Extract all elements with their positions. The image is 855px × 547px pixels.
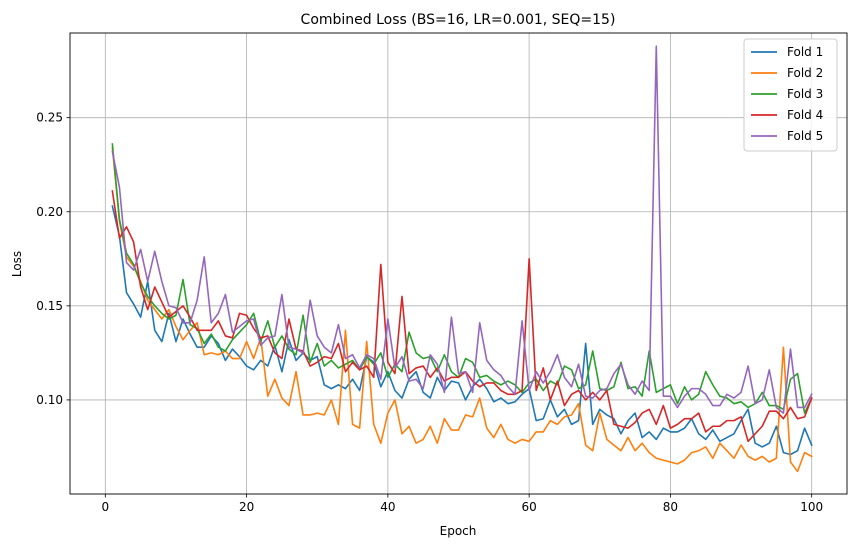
y-axis-label: Loss [10,251,24,277]
series-line-fold-2 [111,146,813,473]
x-tick-label: 20 [239,500,254,514]
legend-label: Fold 4 [787,108,823,122]
legend-label: Fold 2 [787,66,823,80]
x-tick-label: 0 [101,500,109,514]
x-tick-label: 100 [800,500,823,514]
axis-ticks: 0 20 40 60 80 100 0.10 0.15 0.20 0.25 [36,111,823,514]
legend-label: Fold 1 [787,45,823,59]
x-tick-label: 80 [663,500,678,514]
x-tick-label: 60 [521,500,536,514]
x-tick-label: 40 [380,500,395,514]
y-tick-label: 0.15 [36,299,63,313]
x-axis-label: Epoch [440,524,477,538]
series-line-fold-3 [111,143,813,414]
plot-frame [69,32,848,495]
series-line-fold-4 [111,190,813,443]
y-tick-label: 0.10 [36,393,63,407]
y-tick-label: 0.20 [36,205,63,219]
series-lines [111,45,813,473]
series-line-fold-5 [111,45,813,414]
legend-box [743,38,838,152]
legend-label: Fold 3 [787,87,823,101]
legend-label: Fold 5 [787,129,823,143]
y-tick-label: 0.25 [36,111,63,125]
legend: Fold 1 Fold 2 Fold 3 Fold 4 Fold 5 [743,38,838,152]
chart-title: Combined Loss (BS=16, LR=0.001, SEQ=15) [301,12,616,28]
